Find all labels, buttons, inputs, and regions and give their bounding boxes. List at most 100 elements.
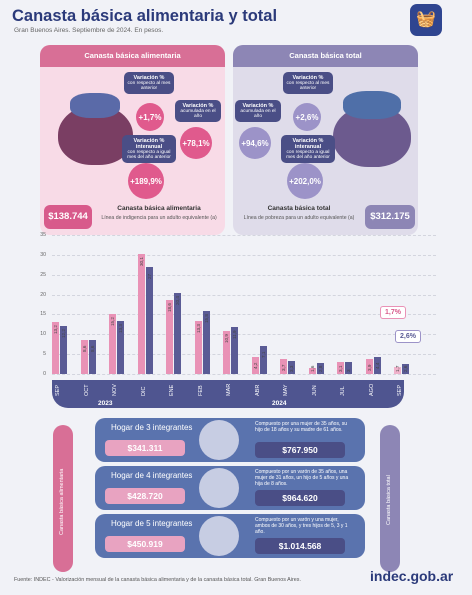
cbt-bar [316,362,324,374]
cba-desc: Línea de indigencia para un adulto equiv… [101,215,217,221]
source-note: Fuente: INDEC - Valorización mensual de … [14,577,301,583]
cba-interannual-box: Variación % interanual con respecto a ig… [122,135,176,163]
cba-bar-label: 4,2 [252,362,258,370]
cbt-year-box: Variación % acumulada en el año [235,100,281,122]
side-label-cbt: Canasta básica total [386,475,392,525]
page-title: Canasta básica alimentaria y total [12,7,278,25]
cba-year-value: +78,1% [180,127,212,159]
month-label: SEP [397,384,403,396]
cba-bar [52,321,59,374]
family-icon [199,420,239,460]
last-cba-pct: 1,7% [380,306,406,319]
cbt-bar [202,311,210,374]
y-tick-label: 0 [43,371,46,377]
month-label: ENE [169,384,175,396]
variation-bar-chart: 0 5 10 15 20 25 30 35 13,2 12,2 SEP 8,6 8,6 OCT 15,2 13… [30,232,450,410]
month-label: NOV [112,384,118,396]
cba-bar-label: 3,7 [281,364,286,372]
cba-bar [280,359,287,374]
y-tick-label: 35 [40,232,46,238]
household-desc: Compuesto por un varón de 35 años, una m… [255,469,349,487]
household-card: Hogar de 5 integrantes $450.919 Compuest… [95,514,365,558]
gridline [52,254,436,256]
gridline [52,314,436,316]
household-title: Hogar de 3 integrantes [111,423,193,432]
cba-bar-label: 18,6 [167,303,172,313]
household-cbt-value: $964.620 [255,490,345,506]
gridline [52,274,436,276]
cba-bar-label: 30,1 [138,257,144,267]
side-band-cba: Canasta básica alimentaria [53,425,73,572]
cba-monthly-label: Variación % [133,75,165,81]
cbt-bar-label: 3,3 [289,365,294,372]
household-cbt-value: $767.950 [255,442,345,458]
gridline [52,235,436,236]
household-cba-value: $450.919 [105,536,185,552]
cbt-monthly-box: Variación % con respecto al mes anterior [283,72,333,94]
cbt-bar [345,362,352,374]
cba-bar [251,357,259,374]
month-label: FEB [197,385,204,396]
cbt-amount: $312.175 [365,205,415,229]
cba-year-box: Variación % acumulada en el año [175,100,221,122]
cbt-bar-label: 13,3 [118,324,123,334]
cbt-bar [402,363,409,374]
cba-card: Canasta básica alimentaria Variación % c… [40,45,225,235]
cbt-bar [117,321,124,374]
cbt-year-sub: acumulada en el año [240,109,276,119]
month-label: JUN [311,385,318,396]
groceries-icon [343,91,401,119]
cba-year-label: Variación % [182,103,214,109]
cba-monthly-value: +1,7% [136,103,164,131]
cbt-bar [373,356,381,374]
cbt-bar-label: 3 [346,369,351,372]
cba-bar [109,313,116,374]
cba-bar [137,254,145,374]
cba-bar [308,367,316,374]
y-tick-label: 20 [40,291,46,298]
cba-bar-label: 15,2 [110,316,115,326]
cbt-bar [88,339,96,374]
cbt-name: Canasta básica total [267,205,331,212]
cbt-monthly-sub: con respecto al mes anterior [286,81,330,91]
cba-interannual-value: +189,9% [128,163,164,199]
cba-bar-label: 3,9 [366,364,372,371]
cbt-bar-label: 7,1 [260,351,266,358]
cba-bar [166,300,173,374]
household-desc: Compuesto por una mujer de 35 años, su h… [255,421,347,433]
brand-link[interactable]: indec.gob.ar [370,568,454,584]
cba-bar [337,361,344,374]
cba-monthly-box: Variación % con respecto al mes anterior [124,72,174,94]
cbt-bar-label: 8,6 [89,345,95,352]
cbt-bar-label: 15,8 [203,314,209,324]
year-label-2024: 2024 [272,400,287,407]
cbt-bar [174,292,181,374]
cba-bar-label: 1,6 [309,365,315,372]
year-label-2023: 2023 [98,400,113,407]
cbt-bar-label: 20,4 [175,296,180,305]
y-tick-label: 30 [40,251,46,258]
cba-bar-label: 13,2 [53,324,58,334]
cbt-monthly-label: Variación % [292,75,324,81]
side-band-cbt: Canasta básica total [380,425,400,572]
month-label: OCT [83,384,90,396]
cba-bar [394,367,401,374]
cbt-bar [259,345,267,374]
month-label: AGO [368,383,375,396]
family-icon [199,516,239,556]
gridline [52,294,436,296]
basket-logo-icon: 🧺 [410,4,442,36]
cbt-bar-label: 2,8 [317,365,323,372]
cba-bar-label: 8,6 [81,345,87,352]
cba-bar-label: 3,1 [338,365,343,372]
cbt-bar-label: 4,4 [374,362,380,369]
cbt-bar-label: 27 [146,273,152,279]
month-label: JUL [340,386,346,396]
cba-bar [194,321,202,374]
gridline [52,334,436,336]
month-label: ABR [254,384,261,396]
month-label: SEP [55,384,61,396]
y-tick-label: 25 [40,271,46,278]
y-tick-label: 10 [40,331,46,338]
cba-amount: $138.744 [44,205,92,229]
